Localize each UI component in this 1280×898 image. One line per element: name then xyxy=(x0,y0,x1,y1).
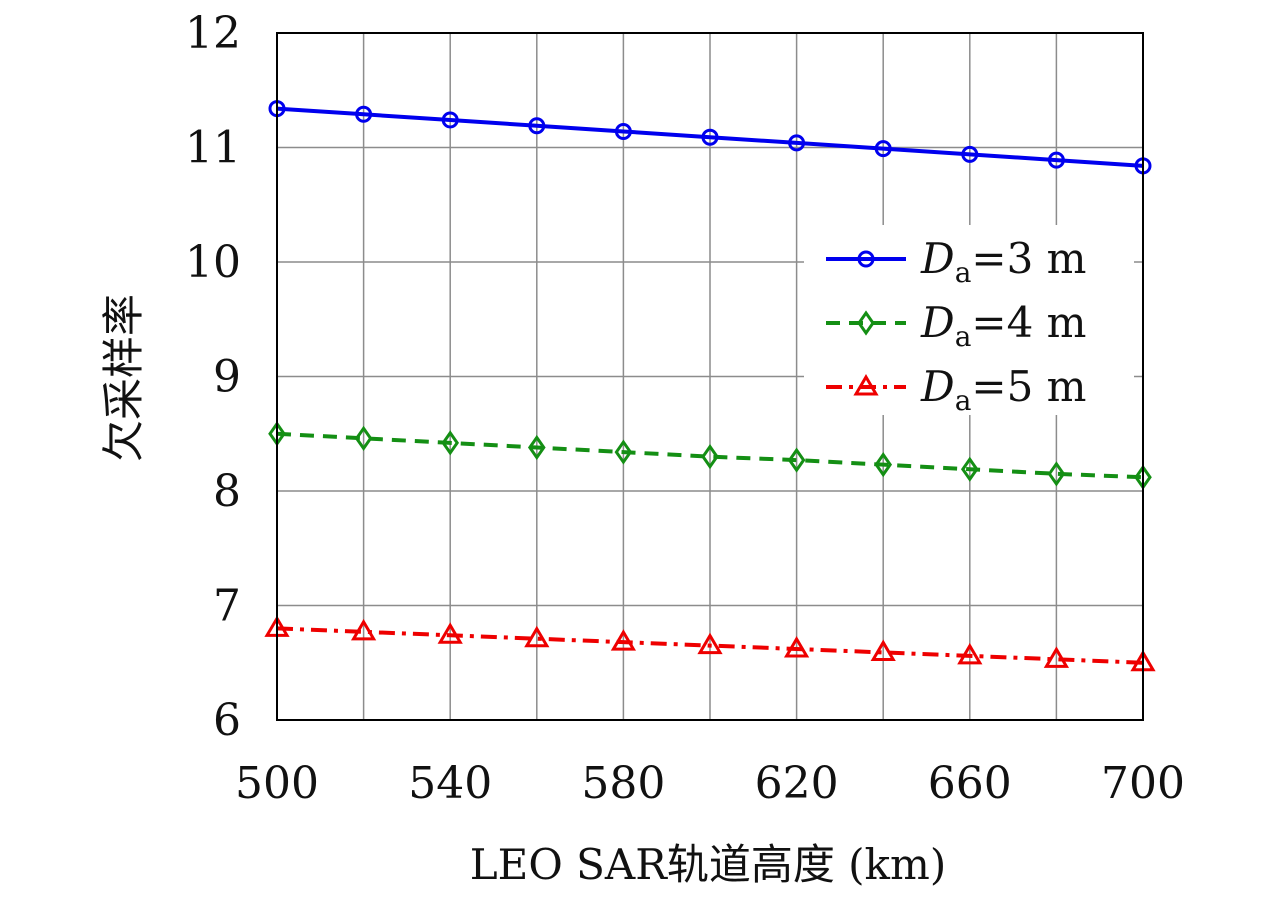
data-point xyxy=(788,134,806,152)
legend-entry: Da=4 m xyxy=(826,298,1086,353)
data-point xyxy=(524,625,550,648)
x-axis-label: LEO SAR轨道高度 (km) xyxy=(470,840,946,889)
y-tick-label: 7 xyxy=(213,581,241,632)
data-point xyxy=(614,122,632,140)
data-point xyxy=(528,117,546,135)
data-point xyxy=(527,434,546,461)
y-tick-label: 10 xyxy=(185,237,241,288)
data-point xyxy=(610,629,637,651)
data-point xyxy=(701,444,719,470)
y-tick-label: 6 xyxy=(213,695,241,746)
data-point xyxy=(1047,151,1065,169)
data-point xyxy=(957,642,983,665)
series-line xyxy=(276,626,1144,665)
x-tick-label: 540 xyxy=(408,758,492,809)
data-point xyxy=(874,452,893,478)
x-tick-label: 660 xyxy=(928,758,1012,809)
data-point xyxy=(441,430,460,456)
legend-entry: Da=5 m xyxy=(826,362,1086,417)
x-tick-label: 700 xyxy=(1101,758,1185,809)
y-tick-label: 12 xyxy=(185,8,241,59)
plot-frame xyxy=(276,32,1144,721)
data-point xyxy=(437,622,463,644)
data-point xyxy=(960,456,979,482)
legend-swatch-marker xyxy=(853,374,879,396)
data-point xyxy=(787,447,806,473)
data-point xyxy=(1047,461,1066,487)
legend-label: Da=5 m xyxy=(920,362,1086,417)
series-line xyxy=(276,431,1144,480)
legend-swatch-marker xyxy=(857,310,875,336)
legend: Da=3 m Da=4 m Da=5 m xyxy=(804,225,1134,417)
data-point xyxy=(355,105,373,123)
data-point xyxy=(697,632,723,655)
x-tick-label: 580 xyxy=(581,758,665,809)
x-tick-label: 620 xyxy=(755,758,839,809)
data-point xyxy=(870,639,896,661)
y-tick-label: 9 xyxy=(213,352,241,403)
y-tick-label: 8 xyxy=(213,466,241,517)
y-tick-label: 11 xyxy=(185,123,241,174)
data-point xyxy=(354,425,373,451)
series-line xyxy=(276,106,1144,168)
legend-swatch-marker xyxy=(857,250,875,268)
data-point xyxy=(350,618,377,641)
data-point xyxy=(701,128,719,146)
data-point xyxy=(441,111,459,129)
legend-label: Da=4 m xyxy=(920,298,1086,353)
data-point xyxy=(783,636,810,658)
legend-label: Da=3 m xyxy=(920,234,1086,289)
data-point xyxy=(874,140,892,158)
legend-entry: Da=3 m xyxy=(826,234,1086,289)
data-point xyxy=(961,145,979,163)
x-axis-ticks: 500 540 580 620 660 700 xyxy=(235,758,1185,809)
data-point xyxy=(1043,646,1070,668)
y-axis-ticks: 6 7 8 9 10 11 12 xyxy=(185,8,241,746)
data-point xyxy=(614,439,633,465)
series-2 xyxy=(268,421,1152,490)
series-layer xyxy=(264,100,1156,672)
series-1 xyxy=(268,100,1152,175)
y-axis-label: 欠采样率 xyxy=(99,294,148,462)
x-tick-label: 500 xyxy=(235,758,319,809)
